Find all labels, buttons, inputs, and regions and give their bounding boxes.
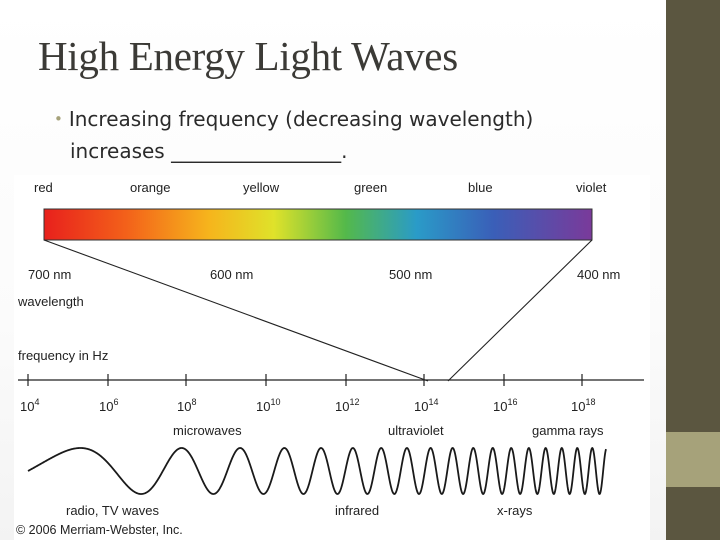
frequency-tick-1e6: 106	[99, 397, 118, 414]
band-label-ultraviolet: ultraviolet	[388, 423, 444, 438]
frequency-tick-1e8: 108	[177, 397, 196, 414]
projection-line-violet	[447, 239, 593, 382]
electromagnetic-spectrum-diagram: red orange yellow green blue violet 700 …	[14, 175, 650, 540]
sidebar-decoration-top	[666, 0, 720, 432]
frequency-tick-1e4: 104	[20, 397, 39, 414]
band-label-infrared: infrared	[335, 503, 379, 518]
copyright-notice: © 2006 Merriam-Webster, Inc.	[16, 523, 183, 537]
bullet-line-1: Increasing frequency (decreasing wavelen…	[68, 107, 534, 131]
frequency-tick-1e10: 1010	[256, 397, 280, 414]
band-label-microwaves: microwaves	[173, 423, 242, 438]
band-label-radio-tv: radio, TV waves	[66, 503, 159, 518]
bullet-line-2: increases _________________.	[70, 139, 348, 163]
sidebar-decoration-bottom	[666, 487, 720, 540]
color-label-green: green	[354, 180, 387, 195]
projection-line-red	[43, 239, 429, 382]
color-label-orange: orange	[130, 180, 170, 195]
slide-title: High Energy Light Waves	[38, 33, 458, 79]
frequency-tick-1e18: 1018	[571, 397, 595, 414]
color-label-red: red	[34, 180, 53, 195]
wavelength-tick-500: 500 nm	[389, 267, 432, 282]
visible-spectrum-bar	[43, 208, 593, 241]
spectrum-svg: red orange yellow green blue violet 700 …	[16, 180, 644, 537]
color-label-violet: violet	[576, 180, 607, 195]
band-label-x-rays: x-rays	[497, 503, 533, 518]
color-label-blue: blue	[468, 180, 493, 195]
frequency-axis-label: frequency in Hz	[18, 348, 108, 363]
wavelength-tick-600: 600 nm	[210, 267, 253, 282]
bullet-point: • Increasing frequency (decreasing wavele…	[54, 104, 634, 166]
frequency-axis-ticks	[27, 374, 583, 386]
wavelength-tick-700: 700 nm	[28, 267, 71, 282]
frequency-tick-1e12: 1012	[335, 397, 359, 414]
frequency-chirp-wave	[27, 446, 607, 496]
wavelength-axis-label: wavelength	[17, 294, 84, 309]
color-label-yellow: yellow	[243, 180, 280, 195]
sidebar-decoration-accent	[666, 432, 720, 487]
frequency-tick-1e14: 1014	[414, 397, 438, 414]
band-label-gamma-rays: gamma rays	[532, 423, 604, 438]
bullet-dot-icon: •	[54, 110, 63, 128]
frequency-tick-1e16: 1016	[493, 397, 517, 414]
wavelength-tick-400: 400 nm	[577, 267, 620, 282]
